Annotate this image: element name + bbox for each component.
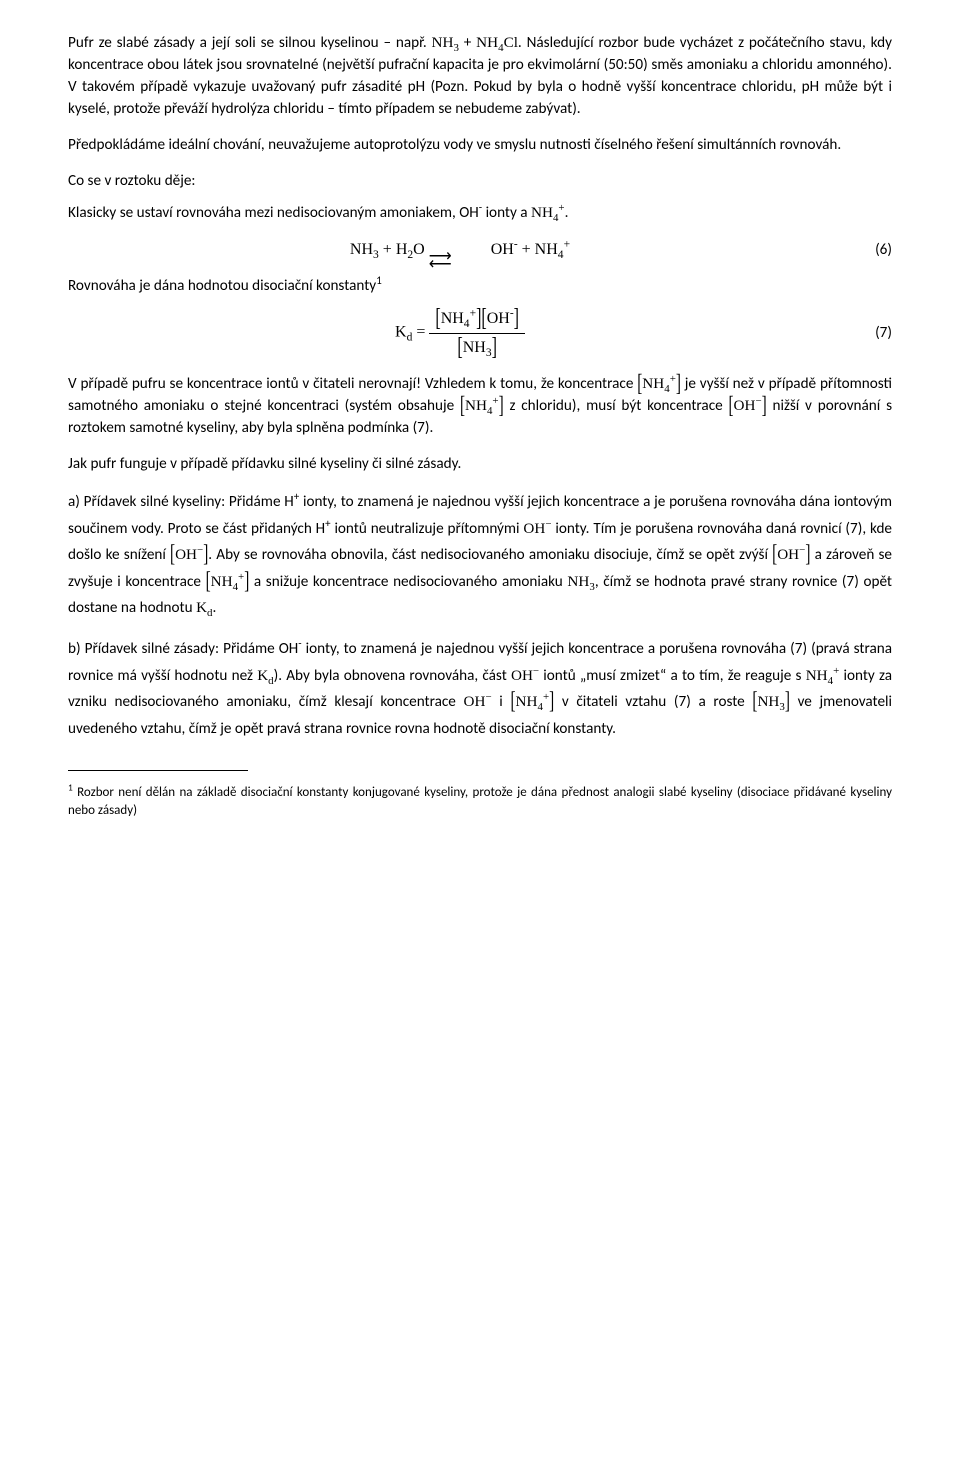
text: b) Přídavek silné zásady: Přidáme OH <box>68 640 298 658</box>
text: ). Aby byla obnovena rovnováha, část <box>274 667 511 685</box>
text: ionty a <box>482 204 531 222</box>
chem-kd: Kd <box>257 667 273 684</box>
text: iontů neutralizuje přítomnými <box>331 520 524 538</box>
t: NH <box>350 241 373 258</box>
t: NH <box>476 34 498 51</box>
chem-nh4plus: NH4+ <box>806 667 840 684</box>
text: v čitateli vztahu (7) a roste <box>554 693 752 711</box>
t: NH <box>441 310 464 327</box>
t: OH <box>175 546 197 563</box>
para-intro: Pufr ze slabé zásady a její soli se siln… <box>68 32 892 120</box>
text: V případě pufru se koncentrace iontů v č… <box>68 375 637 393</box>
t: NH <box>757 693 779 710</box>
t: K <box>257 667 268 684</box>
text: i <box>492 693 511 711</box>
text: a snižuje koncentrace nedisociovaného am… <box>249 573 567 591</box>
t: OH <box>523 520 545 537</box>
t: NH <box>516 693 538 710</box>
text: iontů „musí zmizet“ a to tím, že reaguje… <box>539 667 806 685</box>
chem-nh4plus: NH4+ <box>531 204 565 221</box>
text: z chloridu), musí být koncentrace <box>504 397 729 415</box>
text: . <box>565 204 569 222</box>
footnote-text: Rozbor není dělán na základě disociační … <box>68 785 892 818</box>
bracket-ohminus: [OH−] <box>772 546 810 563</box>
bracket-nh4plus: [NH4+] <box>460 397 504 414</box>
para-acid-addition: a) Přídavek silné kyseliny: Přidáme H+ i… <box>68 489 892 622</box>
footnote-separator <box>68 770 248 771</box>
t: OH <box>777 546 799 563</box>
para-how-buffer-works: Jak pufr funguje v případě přídavku siln… <box>68 453 892 475</box>
t: OH <box>734 397 756 414</box>
equation-6-number: (6) <box>852 239 892 261</box>
text: Pufr ze slabé zásady a její soli se siln… <box>68 34 432 52</box>
equation-7-number: (7) <box>852 322 892 344</box>
text: . <box>213 599 217 617</box>
chem-nh3: NH3 <box>567 573 594 590</box>
chem-nh4cl: NH4Cl <box>476 34 518 51</box>
sub: 4 <box>464 319 470 331</box>
t: NH <box>211 573 233 590</box>
t: + H <box>379 241 408 258</box>
t: = <box>412 324 429 341</box>
page: Pufr ze slabé zásady a její soli se siln… <box>0 0 960 862</box>
equation-7: Kd = [NH4+][OH-] [NH3] (7) <box>68 307 892 358</box>
fraction: [NH4+][OH-] [NH3] <box>429 307 525 358</box>
bracket-nh4plus: [NH4+] <box>637 375 681 392</box>
sup: + <box>564 239 571 251</box>
t: OH <box>491 241 514 258</box>
t: NH <box>531 204 553 221</box>
t: NH <box>806 667 828 684</box>
t: Cl <box>504 34 518 51</box>
bracket-nh4plus: [NH4+] <box>206 573 250 590</box>
equation-6: NH3 + H2O ⟶ ⟵ OH- + NH4+ (6) <box>68 238 892 261</box>
bracket-nh3: [NH3] <box>752 693 790 710</box>
para-equilibrium-intro: Klasicky se ustaví rovnováha mezi nediso… <box>68 202 892 224</box>
t: K <box>395 324 407 341</box>
footnote-ref: 1 <box>376 274 382 287</box>
t: OH <box>464 693 486 710</box>
t: O <box>413 241 425 258</box>
text: + <box>459 34 476 52</box>
para-assumption: Předpokládáme ideální chování, neuvažuje… <box>68 134 892 156</box>
bracket-ohminus: [OH−] <box>728 397 766 414</box>
t: NH <box>567 573 589 590</box>
t: NH <box>463 339 486 356</box>
equation-6-body: NH3 + H2O ⟶ ⟵ OH- + NH4+ <box>68 238 852 261</box>
denominator: [NH3] <box>429 334 525 359</box>
para-kd-intro: Rovnováha je dána hodnotou disociační ko… <box>68 275 892 297</box>
t: + NH <box>518 241 558 258</box>
para-buffer-explain: V případě pufru se koncentrace iontů v č… <box>68 373 892 439</box>
footnote-1: 1 Rozbor není dělán na základě disociačn… <box>68 784 892 819</box>
t: NH <box>642 375 664 392</box>
text: a) Přídavek silné kyseliny: Přidáme H <box>68 493 294 511</box>
t: OH <box>487 310 510 327</box>
text: . Aby se rovnováha obnovila, část nediso… <box>208 546 772 564</box>
chem-ohminus: OH− <box>464 693 492 710</box>
numerator: [NH4+][OH-] <box>429 307 525 333</box>
para-what-happens: Co se v roztoku děje: <box>68 170 892 192</box>
sub: 4 <box>558 249 564 261</box>
para-base-addition: b) Přídavek silné zásady: Přidáme OH- io… <box>68 636 892 742</box>
text: Rovnováha je dána hodnotou disociační ko… <box>68 277 376 295</box>
chem-nh3: NH3 <box>432 34 459 51</box>
bracket-nh4plus: [NH4+] <box>510 693 554 710</box>
equation-7-body: Kd = [NH4+][OH-] [NH3] <box>68 307 852 358</box>
bracket-ohminus: [OH−] <box>170 546 208 563</box>
t: NH <box>465 397 487 414</box>
chem-ohminus: OH− <box>523 520 551 537</box>
text: Klasicky se ustaví rovnováha mezi nediso… <box>68 204 479 222</box>
t: NH <box>432 34 454 51</box>
